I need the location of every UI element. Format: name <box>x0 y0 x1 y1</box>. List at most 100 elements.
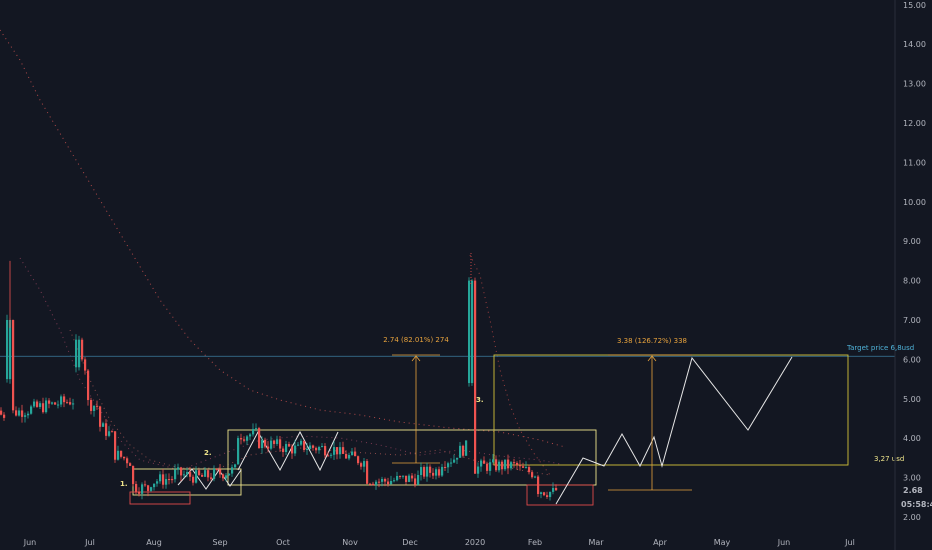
candle-body <box>444 466 447 468</box>
x-tick-label: Dec <box>402 538 417 547</box>
candle-body <box>297 444 300 446</box>
candle-body <box>111 431 114 433</box>
time-axis: Jun Jul Aug Sep Oct Nov Dec 2020 Feb Mar Apr May Jun… <box>23 538 855 547</box>
candle-body <box>30 406 33 414</box>
candle-body <box>207 470 210 478</box>
candle-body <box>360 463 363 467</box>
candle-body <box>186 472 189 475</box>
candle-body <box>480 460 483 467</box>
candle-body <box>228 473 231 476</box>
candle-body <box>18 410 21 416</box>
candle-body <box>525 467 528 469</box>
candle-body <box>261 439 264 449</box>
x-tick-label: Apr <box>653 538 668 547</box>
candle-body <box>21 410 24 417</box>
candle-body <box>366 461 369 484</box>
candle-body <box>432 472 435 476</box>
candle-body <box>258 428 261 449</box>
y-tick-label: 15.00 <box>903 1 926 10</box>
candle-body <box>372 483 375 486</box>
candle-body <box>168 479 171 481</box>
candle-body <box>522 466 525 468</box>
candle-body <box>69 402 72 405</box>
candle-body <box>180 467 183 476</box>
candle-body <box>96 405 99 407</box>
moving-averages <box>0 29 566 476</box>
x-tick-label: Aug <box>146 538 162 547</box>
candle-body <box>135 483 138 492</box>
last-price-label: 2.68 <box>903 486 923 495</box>
candle-body <box>162 474 165 485</box>
candle-body <box>129 463 132 466</box>
candle-body <box>312 445 315 448</box>
candle-body <box>447 463 450 468</box>
candle-body <box>540 492 543 495</box>
candle-body <box>510 462 513 469</box>
candle-body <box>84 359 87 371</box>
candle-body <box>555 488 558 491</box>
candle-body <box>114 431 117 460</box>
candle-body <box>249 434 252 437</box>
candle-body <box>309 445 312 449</box>
candle-body <box>492 459 495 463</box>
candle-body <box>438 469 441 476</box>
candle-body <box>465 440 468 456</box>
candle-body <box>90 400 93 411</box>
candle-body <box>6 320 9 380</box>
candle-body <box>159 474 162 482</box>
candle-body <box>336 447 339 455</box>
candle-body <box>342 447 345 454</box>
candle-body <box>381 478 384 482</box>
candle-body <box>534 476 537 478</box>
target-price-label: Target price 6,8usd <box>846 344 914 352</box>
candle-body <box>0 410 3 415</box>
candle-body <box>351 451 354 455</box>
candle-body <box>537 476 540 495</box>
candle-body <box>78 339 81 368</box>
candle-body <box>477 466 480 474</box>
candle-body <box>246 436 249 441</box>
candle-body <box>423 467 426 477</box>
candle-body <box>144 484 147 486</box>
y-tick-label: 13.00 <box>903 80 926 89</box>
candle-body <box>384 478 387 482</box>
candle-body <box>171 479 174 481</box>
x-tick-label: 2020 <box>465 538 485 547</box>
y-tick-label: 10.00 <box>903 198 926 207</box>
candle-body <box>222 474 225 479</box>
candle-body <box>531 472 534 478</box>
candle-body <box>483 460 486 464</box>
candle-body <box>189 472 192 477</box>
candle-body <box>33 401 36 407</box>
candle-body <box>516 462 519 465</box>
candle-body <box>468 280 471 384</box>
moving-average-line <box>469 254 551 476</box>
candle-body <box>513 462 516 464</box>
candle-body <box>435 469 438 476</box>
candle-body <box>81 339 84 360</box>
candle-body <box>318 446 321 451</box>
candle-body <box>93 405 96 411</box>
candle-body <box>285 444 288 453</box>
candle-body <box>156 481 159 484</box>
candle-body <box>486 463 489 471</box>
candle-body <box>102 423 105 427</box>
candle-body <box>240 438 243 440</box>
candle-body <box>441 466 444 476</box>
candle-body <box>489 462 492 471</box>
candle-body <box>327 455 330 457</box>
candle-body <box>402 475 405 477</box>
candle-body <box>276 439 279 444</box>
y-tick-label: 4.00 <box>903 434 921 443</box>
candle-body <box>273 440 276 444</box>
candle-body <box>411 475 414 479</box>
candle-body <box>378 481 381 483</box>
candle-body <box>354 451 357 457</box>
candle-body <box>405 475 408 482</box>
candle-body <box>414 478 417 485</box>
candle-body <box>519 464 522 467</box>
candle-body <box>123 456 126 459</box>
candle-body <box>198 470 201 476</box>
